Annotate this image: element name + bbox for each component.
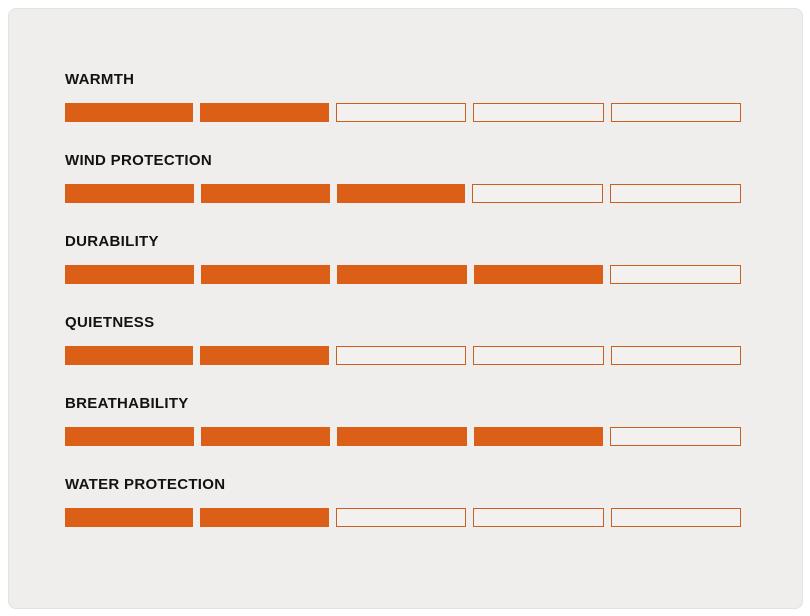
rating-bar-track (65, 184, 741, 203)
rating-segment-empty (610, 346, 742, 365)
rating-bar-track (65, 346, 742, 365)
rating-row: WIND PROTECTION (65, 151, 741, 203)
rating-segment-empty (610, 508, 742, 527)
rating-bar-track (65, 103, 742, 122)
rating-segment-filled (65, 103, 194, 122)
rating-segment-filled (65, 346, 194, 365)
rating-label: WATER PROTECTION (65, 476, 226, 493)
rating-row: WARMTH (65, 70, 742, 122)
rating-label: QUIETNESS (65, 314, 155, 331)
rating-segment-filled (200, 508, 329, 527)
rating-segment-filled (337, 265, 467, 284)
rating-label: BREATHABILITY (65, 395, 189, 412)
rating-segment-filled (336, 184, 466, 203)
rating-segment-filled (201, 265, 331, 284)
rating-segment-empty (610, 103, 742, 122)
rating-label: WARMTH (65, 71, 135, 88)
rating-segment-filled (65, 508, 194, 527)
rating-segment-filled (65, 184, 194, 203)
rating-row: BREATHABILITY (65, 394, 742, 446)
rating-segment-filled (473, 265, 603, 284)
rating-segment-filled (337, 427, 467, 446)
rating-segment-filled (65, 265, 195, 284)
rating-row: QUIETNESS (65, 313, 742, 365)
rating-bar-track (65, 508, 742, 527)
rating-segment-empty (609, 265, 742, 284)
rating-segment-empty (335, 103, 467, 122)
rating-segment-empty (473, 103, 604, 122)
rating-segment-empty (335, 508, 467, 527)
rating-segment-empty (335, 346, 467, 365)
rating-row: WATER PROTECTION (65, 475, 742, 527)
rating-segment-empty (472, 184, 604, 203)
rating-label: DURABILITY (65, 233, 159, 250)
rating-bar-track (65, 427, 742, 446)
rating-segment-filled (200, 184, 330, 203)
rating-label: WIND PROTECTION (65, 152, 212, 169)
rating-segment-filled (473, 427, 603, 446)
rating-segment-filled (200, 346, 329, 365)
rating-segment-empty (610, 184, 741, 203)
rating-segment-filled (200, 103, 329, 122)
rating-bar-track (65, 265, 742, 284)
rating-segment-empty (609, 427, 742, 446)
rating-segment-filled (65, 427, 195, 446)
rating-segment-empty (473, 508, 604, 527)
rating-row: DURABILITY (65, 232, 742, 284)
rating-segment-empty (473, 346, 604, 365)
ratings-list: WARMTH WIND PROTECTION DURABILITY QUIETN… (9, 9, 802, 527)
rating-segment-filled (201, 427, 331, 446)
ratings-panel: WARMTH WIND PROTECTION DURABILITY QUIETN… (8, 8, 803, 609)
